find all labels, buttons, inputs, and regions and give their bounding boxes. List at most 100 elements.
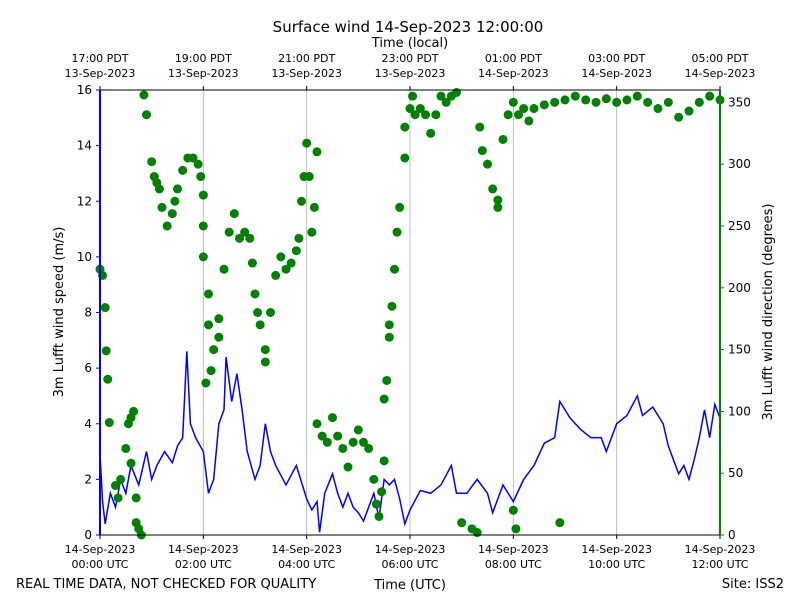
direction-point bbox=[493, 202, 503, 212]
direction-point bbox=[382, 375, 392, 385]
direction-point bbox=[154, 184, 164, 194]
direction-point bbox=[384, 332, 394, 342]
direction-point bbox=[198, 221, 208, 231]
direction-point bbox=[371, 499, 381, 509]
direction-point bbox=[204, 289, 213, 299]
direction-point bbox=[309, 202, 319, 212]
y2-tick-label: 250 bbox=[728, 219, 751, 233]
direction-point bbox=[374, 511, 384, 521]
chart-title: Surface wind 14-Sep-2023 12:00:00 bbox=[273, 18, 544, 36]
direction-point bbox=[581, 95, 591, 105]
direction-point bbox=[209, 345, 219, 355]
direction-point bbox=[276, 252, 286, 262]
y-tick-label: 14 bbox=[77, 139, 92, 153]
direction-point bbox=[408, 91, 418, 101]
direction-point bbox=[387, 301, 397, 311]
y2-axis-label: 3m Lufft wind direction (degrees) bbox=[761, 204, 776, 421]
y-tick-label: 6 bbox=[84, 361, 92, 375]
direction-point bbox=[601, 94, 611, 104]
direction-point bbox=[100, 303, 110, 313]
direction-point bbox=[281, 264, 291, 274]
direction-point bbox=[129, 406, 139, 416]
direction-point bbox=[379, 394, 389, 404]
direction-point bbox=[415, 104, 425, 114]
direction-point bbox=[103, 374, 113, 384]
direction-point bbox=[121, 443, 131, 453]
x2-tick-label: 17:00 PDT 13-Sep-2023 bbox=[65, 52, 136, 80]
direction-point bbox=[178, 165, 188, 175]
direction-point bbox=[555, 518, 565, 528]
y-tick-label: 8 bbox=[84, 306, 92, 320]
y-tick-label: 12 bbox=[77, 194, 92, 208]
direction-point bbox=[612, 97, 622, 107]
direction-point bbox=[111, 481, 120, 491]
direction-point bbox=[255, 320, 265, 330]
direction-point bbox=[240, 227, 250, 237]
direction-point bbox=[235, 233, 244, 243]
direction-point bbox=[302, 138, 312, 148]
direction-point bbox=[204, 320, 213, 330]
direction-point bbox=[591, 97, 601, 107]
direction-point bbox=[493, 195, 503, 205]
direction-point bbox=[369, 474, 379, 484]
direction-point bbox=[250, 289, 260, 299]
direction-point bbox=[206, 366, 216, 376]
direction-point bbox=[410, 110, 420, 120]
direction-point bbox=[441, 97, 451, 107]
footer-note: REAL TIME DATA, NOT CHECKED FOR QUALITY bbox=[16, 577, 316, 592]
direction-point bbox=[271, 270, 281, 280]
x2-tick-label: 23:00 PDT 13-Sep-2023 bbox=[375, 52, 446, 80]
direction-point bbox=[170, 196, 180, 206]
y2-tick-label: 150 bbox=[728, 343, 751, 357]
direction-point bbox=[488, 184, 498, 194]
direction-point bbox=[317, 431, 327, 441]
direction-point bbox=[511, 524, 521, 534]
direction-point bbox=[405, 104, 415, 114]
direction-point bbox=[229, 209, 239, 219]
y-tick-label: 0 bbox=[84, 528, 92, 542]
direction-point bbox=[643, 97, 653, 107]
direction-point bbox=[139, 90, 149, 100]
direction-point bbox=[364, 443, 374, 453]
x-tick-label: 14-Sep-2023 02:00 UTC bbox=[168, 543, 239, 571]
y-axis-label: 3m Lufft wind speed (m/s) bbox=[52, 227, 67, 398]
direction-point bbox=[214, 332, 224, 342]
direction-point bbox=[294, 233, 304, 243]
direction-point bbox=[377, 487, 387, 497]
y2-tick-label: 350 bbox=[728, 95, 751, 109]
direction-point bbox=[498, 134, 508, 144]
direction-point bbox=[694, 97, 704, 107]
direction-point bbox=[266, 308, 275, 317]
x2-tick-label: 03:00 PDT 14-Sep-2023 bbox=[581, 52, 652, 80]
direction-point bbox=[167, 209, 177, 219]
x2-tick-label: 21:00 PDT 13-Sep-2023 bbox=[271, 52, 342, 80]
direction-point bbox=[622, 95, 632, 105]
direction-point bbox=[632, 91, 642, 101]
direction-point bbox=[131, 493, 141, 503]
direction-point bbox=[253, 308, 263, 317]
direction-point bbox=[400, 153, 410, 163]
direction-point bbox=[431, 110, 441, 120]
direction-point bbox=[245, 233, 255, 243]
direction-point bbox=[514, 110, 523, 120]
direction-point bbox=[173, 184, 182, 194]
direction-point bbox=[508, 97, 518, 107]
direction-point bbox=[570, 91, 580, 101]
direction-point bbox=[126, 458, 136, 468]
direction-point bbox=[188, 153, 198, 163]
direction-point bbox=[104, 418, 114, 428]
speed-line bbox=[99, 351, 721, 533]
direction-point bbox=[508, 505, 518, 515]
direction-point bbox=[297, 196, 306, 206]
direction-point bbox=[390, 264, 399, 274]
direction-point bbox=[312, 419, 322, 429]
y2-tick-label: 300 bbox=[728, 157, 751, 171]
direction-point bbox=[519, 104, 529, 114]
direction-point bbox=[529, 104, 539, 114]
direction-point bbox=[477, 146, 487, 156]
direction-point bbox=[421, 110, 430, 120]
direction-point bbox=[343, 462, 353, 472]
x-tick-label: 14-Sep-2023 04:00 UTC bbox=[271, 543, 342, 571]
direction-point bbox=[348, 437, 358, 447]
direction-point bbox=[247, 258, 257, 268]
